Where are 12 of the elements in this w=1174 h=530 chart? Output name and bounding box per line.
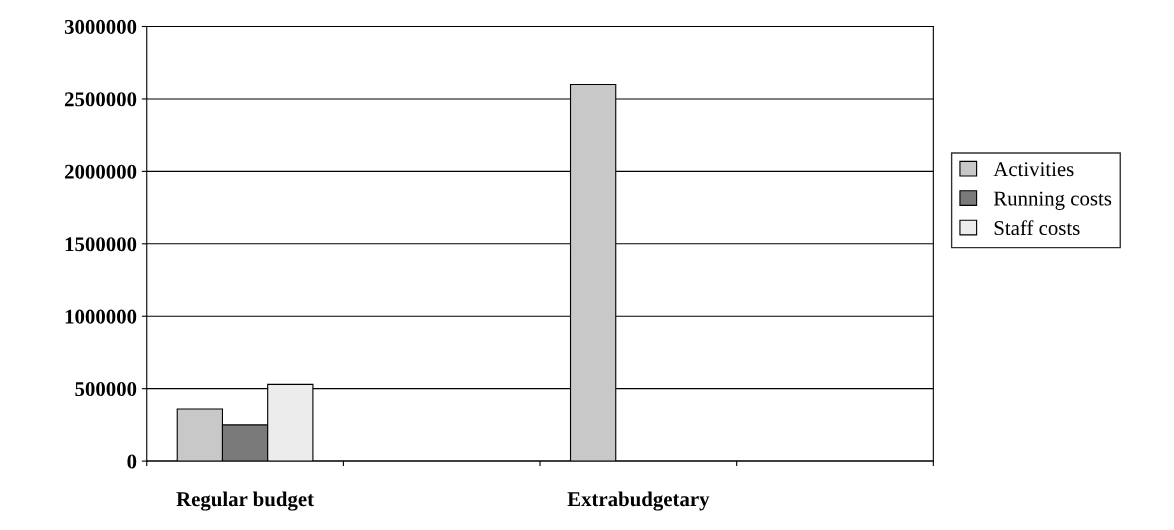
y-tick-label: 0 — [127, 454, 137, 469]
legend-label: Staff costs — [994, 220, 1080, 236]
y-tick-label: 1000000 — [65, 309, 137, 324]
y-tick-label: 2500000 — [64, 92, 137, 107]
x-tick-label: Regular budget — [176, 491, 314, 511]
y-tick-label: 500000 — [75, 382, 137, 397]
legend-label: Activities — [993, 162, 1074, 177]
y-tick-label: 1500000 — [65, 237, 137, 252]
legend-label: Running costs — [993, 191, 1112, 210]
y-tick-label: 3000000 — [64, 19, 137, 34]
y-tick-label: 2000000 — [64, 164, 137, 179]
x-tick-label: Extrabudgetary — [567, 491, 710, 511]
